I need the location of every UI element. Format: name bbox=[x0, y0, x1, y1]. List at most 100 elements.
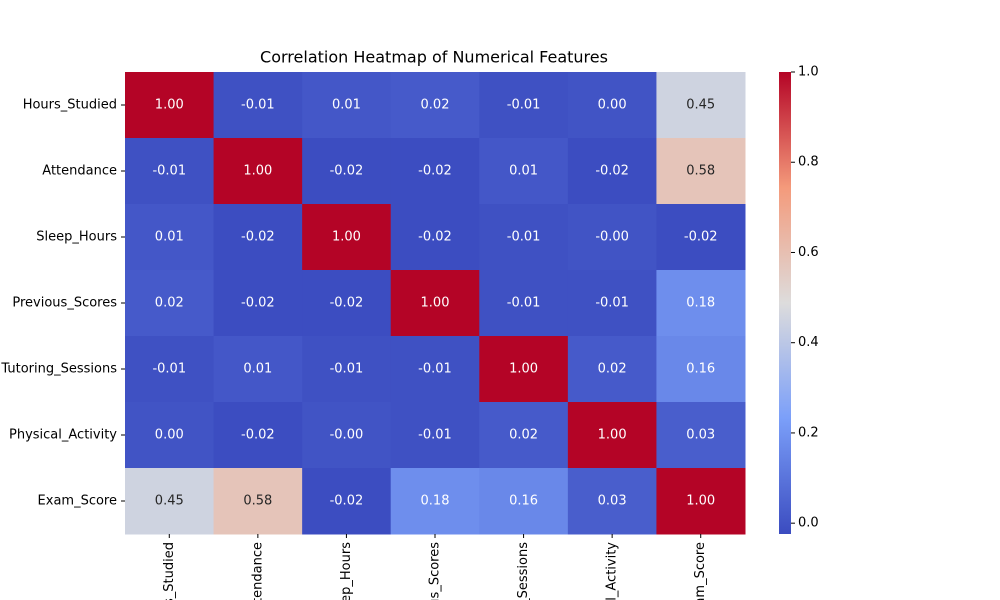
cell-label: 0.16 bbox=[509, 494, 538, 509]
cell-label: -0.02 bbox=[684, 230, 718, 245]
cell-label: 0.01 bbox=[509, 164, 538, 179]
heatmap-cell bbox=[390, 72, 480, 139]
x-tick-label: Physical_Activity bbox=[605, 542, 620, 600]
cell-label: 1.00 bbox=[332, 230, 361, 245]
colorbar-tick-label: 0.4 bbox=[798, 335, 819, 350]
cell-label: 0.02 bbox=[509, 428, 538, 443]
heatmap-cell bbox=[479, 402, 569, 469]
heatmap-cell bbox=[656, 336, 746, 403]
x-tick-label: Tutoring_Sessions bbox=[516, 542, 531, 600]
cell-label: 1.00 bbox=[155, 98, 184, 113]
cell-label: -0.01 bbox=[330, 362, 364, 377]
x-tick-label: Previous_Scores bbox=[428, 542, 443, 600]
colorbar-tick-label: 0.0 bbox=[798, 516, 819, 531]
heatmap-cell bbox=[567, 402, 657, 469]
heatmap-cell bbox=[213, 138, 303, 205]
cell-label: 1.00 bbox=[421, 296, 450, 311]
chart-title: Correlation Heatmap of Numerical Feature… bbox=[260, 48, 608, 67]
heatmap-cell bbox=[567, 468, 657, 535]
cell-label: -0.02 bbox=[241, 296, 275, 311]
heatmap-cell bbox=[302, 468, 392, 535]
cell-label: 0.03 bbox=[598, 494, 627, 509]
y-tick-label: Sleep_Hours bbox=[36, 230, 117, 245]
heatmap-cell bbox=[125, 270, 215, 337]
cell-label: -0.02 bbox=[418, 164, 452, 179]
cell-label: 1.00 bbox=[243, 164, 272, 179]
cell-label: -0.01 bbox=[507, 296, 541, 311]
heatmap-cell bbox=[656, 72, 746, 139]
cell-label: -0.01 bbox=[418, 362, 452, 377]
colorbar-tick-label: 0.8 bbox=[798, 155, 819, 170]
heatmap-cell bbox=[390, 402, 480, 469]
heatmap-cell bbox=[125, 336, 215, 403]
cell-label: 0.02 bbox=[155, 296, 184, 311]
heatmap-cell bbox=[125, 468, 215, 535]
heatmap-cell bbox=[567, 204, 657, 271]
colorbar-tick-label: 0.2 bbox=[798, 425, 819, 440]
y-tick-label: Physical_Activity bbox=[9, 428, 117, 443]
cell-label: -0.02 bbox=[418, 230, 452, 245]
cell-label: 0.02 bbox=[421, 98, 450, 113]
heatmap-cell bbox=[390, 270, 480, 337]
heatmap-cell bbox=[567, 72, 657, 139]
heatmap-cell bbox=[479, 270, 569, 337]
cell-label: -0.01 bbox=[241, 98, 275, 113]
cell-label: 0.45 bbox=[686, 98, 715, 113]
cell-label: 0.00 bbox=[598, 98, 627, 113]
cell-label: 1.00 bbox=[598, 428, 627, 443]
y-tick-label: Hours_Studied bbox=[23, 98, 117, 113]
heatmap-cell bbox=[213, 270, 303, 337]
heatmap-cell bbox=[656, 270, 746, 337]
cell-label: -0.02 bbox=[330, 164, 364, 179]
heatmap-cell bbox=[213, 336, 303, 403]
heatmap-cell bbox=[656, 204, 746, 271]
cell-label: -0.01 bbox=[152, 362, 186, 377]
heatmap-cell bbox=[479, 138, 569, 205]
heatmap-cell bbox=[479, 72, 569, 139]
cell-label: 0.00 bbox=[155, 428, 184, 443]
cell-label: -0.01 bbox=[152, 164, 186, 179]
cell-label: 0.02 bbox=[598, 362, 627, 377]
heatmap-cell bbox=[302, 72, 392, 139]
x-tick-label: Attendance bbox=[250, 542, 265, 600]
heatmap-cell bbox=[479, 468, 569, 535]
cell-label: 0.18 bbox=[421, 494, 450, 509]
y-tick-label: Exam_Score bbox=[38, 494, 117, 509]
cell-label: 0.58 bbox=[686, 164, 715, 179]
heatmap-cell bbox=[390, 204, 480, 271]
colorbar bbox=[779, 72, 791, 534]
cell-label: 0.01 bbox=[243, 362, 272, 377]
cell-label: -0.02 bbox=[330, 494, 364, 509]
heatmap-cell bbox=[390, 336, 480, 403]
x-tick-label: Exam_Score bbox=[693, 542, 708, 600]
cell-label: -0.02 bbox=[330, 296, 364, 311]
cell-label: -0.00 bbox=[595, 230, 629, 245]
colorbar-tick-label: 1.0 bbox=[798, 65, 819, 80]
heatmap-cell bbox=[213, 402, 303, 469]
colorbar-tick-label: 0.6 bbox=[798, 245, 819, 260]
heatmap-cell bbox=[567, 270, 657, 337]
heatmap-cell bbox=[567, 336, 657, 403]
cell-label: 0.16 bbox=[686, 362, 715, 377]
heatmap-cell bbox=[302, 402, 392, 469]
heatmap-cell bbox=[125, 138, 215, 205]
x-tick-label: Sleep_Hours bbox=[339, 542, 354, 600]
heatmap-cell bbox=[125, 72, 215, 139]
cell-label: 0.01 bbox=[155, 230, 184, 245]
cell-label: -0.02 bbox=[241, 428, 275, 443]
cell-label: -0.01 bbox=[507, 98, 541, 113]
heatmap-cell bbox=[656, 402, 746, 469]
heatmap-cell bbox=[390, 138, 480, 205]
cell-label: 0.45 bbox=[155, 494, 184, 509]
cell-label: -0.01 bbox=[418, 428, 452, 443]
cell-label: 1.00 bbox=[686, 494, 715, 509]
heatmap-cell bbox=[656, 138, 746, 205]
cell-label: -0.00 bbox=[330, 428, 364, 443]
heatmap-cell bbox=[213, 72, 303, 139]
heatmap-cell bbox=[213, 468, 303, 535]
heatmap-cell bbox=[213, 204, 303, 271]
heatmap-cell bbox=[125, 402, 215, 469]
cell-label: -0.02 bbox=[595, 164, 629, 179]
